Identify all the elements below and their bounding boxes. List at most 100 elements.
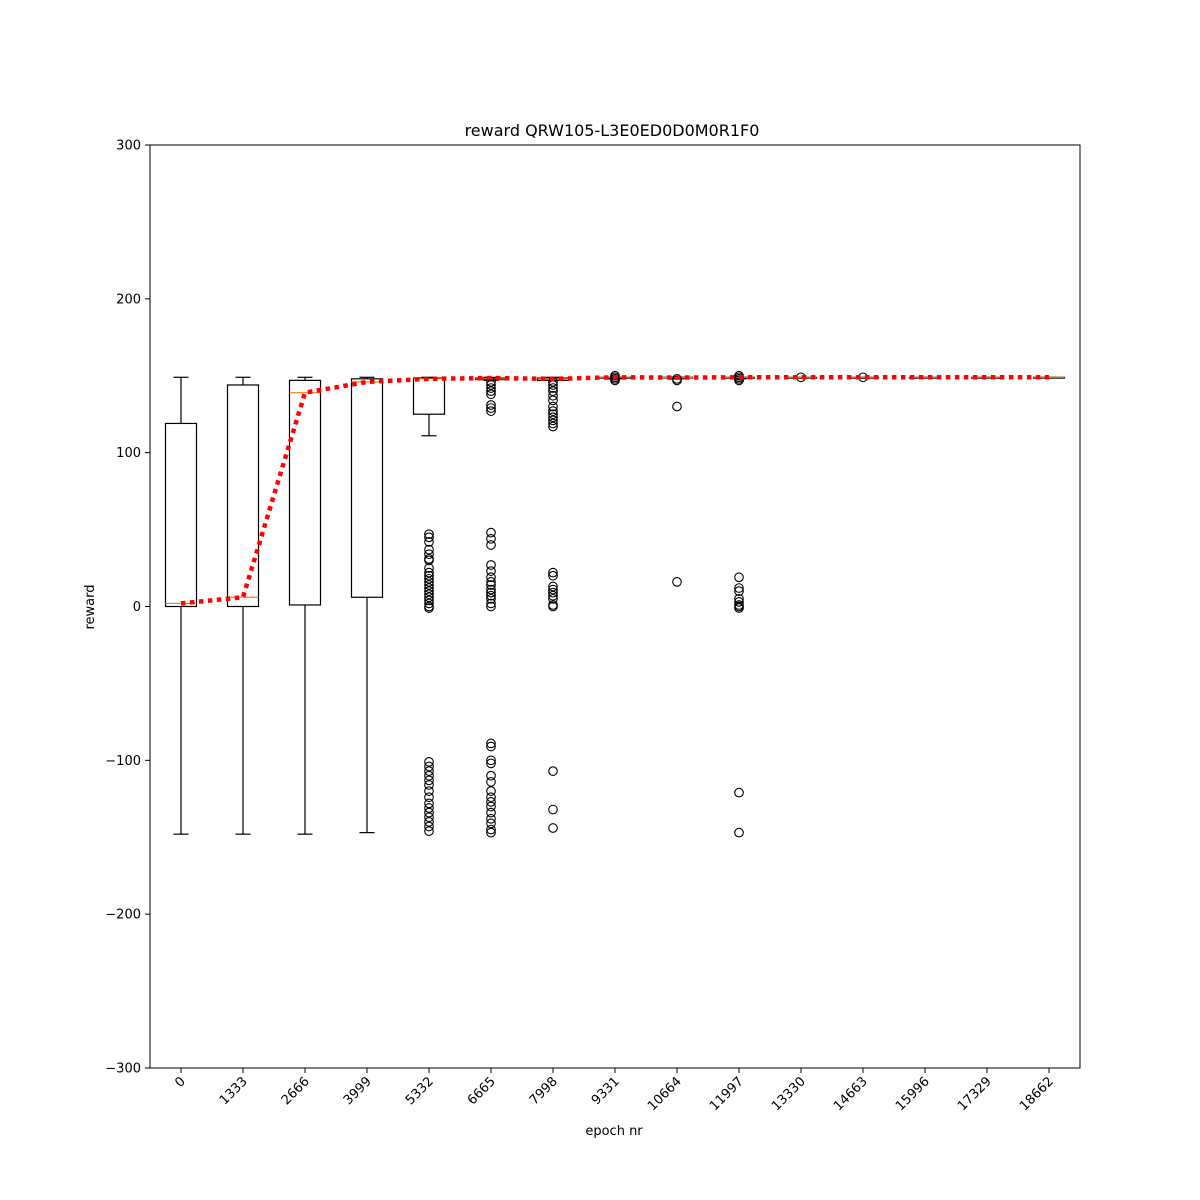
x-tick-label: 9331 [589, 1074, 623, 1108]
x-tick-label: 17329 [955, 1074, 995, 1114]
outlier-point [424, 817, 434, 827]
outlier-point [486, 386, 496, 396]
outlier-point [486, 560, 496, 570]
outlier-point [548, 421, 558, 432]
outlier-point [424, 583, 434, 593]
outlier-point [424, 803, 434, 813]
x-tick-label: 5332 [403, 1074, 437, 1108]
outlier-point [424, 567, 434, 578]
outlier-point [548, 415, 558, 426]
y-tick-label: 300 [116, 139, 141, 154]
outlier-point [548, 412, 558, 423]
outlier-point [548, 567, 558, 578]
x-tick-label: 3999 [341, 1074, 375, 1108]
outlier-point [548, 401, 558, 412]
outlier-point [424, 555, 434, 566]
outlier-point [424, 826, 434, 836]
outlier-point [486, 824, 496, 835]
y-tick-label: −100 [105, 754, 141, 769]
outlier-point [486, 770, 496, 781]
outlier-point [672, 401, 682, 412]
outlier-point [548, 584, 558, 595]
plot-area: −300 −200 −100 0 100 200 300 0 1333 2666 3999 5332 6… [105, 139, 1081, 1114]
outlier-point [486, 792, 496, 803]
outlier-point [734, 572, 744, 583]
outlier-point [424, 570, 434, 581]
outlier-point [486, 738, 496, 749]
outlier-point [424, 532, 434, 543]
y-axis-label: reward [83, 584, 98, 629]
outlier-point [486, 587, 496, 598]
outlier-point [424, 798, 434, 809]
outlier-point [734, 597, 744, 607]
outlier-point [486, 813, 496, 824]
outlier-point [734, 586, 744, 596]
x-tick-label: 0 [172, 1074, 188, 1090]
outlier-point [486, 777, 496, 787]
x-tick-label: 13330 [769, 1074, 809, 1114]
outlier-point [486, 383, 496, 393]
outlier-point [486, 741, 496, 752]
outlier-point [548, 823, 558, 833]
outlier-point [486, 807, 496, 818]
outlier-point [486, 590, 496, 601]
outlier-point [424, 589, 434, 600]
y-tick-label: 200 [116, 292, 141, 307]
outlier-point [424, 577, 434, 587]
outlier-point [424, 786, 434, 796]
outlier-point [424, 780, 434, 790]
plot-frame [149, 144, 1081, 1069]
x-axis-label: epoch nr [585, 1124, 643, 1139]
outlier-point [548, 581, 558, 592]
outlier-point [548, 390, 558, 401]
outlier-point [424, 595, 434, 606]
outlier-point [424, 598, 434, 609]
outlier-point [548, 587, 558, 598]
outlier-point [548, 386, 558, 396]
outlier-point [424, 580, 434, 590]
outlier-point [548, 590, 558, 601]
outlier-point [424, 586, 434, 596]
outlier-point [734, 593, 744, 604]
outlier-point [486, 389, 496, 400]
x-tick-label: 1333 [217, 1074, 251, 1108]
outlier-point [424, 812, 434, 823]
outlier-point [424, 761, 434, 772]
outlier-point [486, 797, 496, 807]
outlier-point [548, 409, 558, 420]
outlier-point [486, 540, 496, 550]
outlier-point [424, 766, 434, 776]
x-tick-label: 11997 [707, 1074, 747, 1114]
outlier-point [424, 549, 434, 560]
trend-line [180, 375, 1049, 606]
outlier-point [548, 418, 558, 429]
outlier-point [424, 537, 434, 547]
y-tick-label: −300 [105, 1062, 141, 1077]
outlier-point [424, 775, 434, 786]
outlier-point [548, 593, 558, 604]
outlier-point [486, 527, 496, 538]
outlier-point [424, 792, 434, 803]
outlier-point [486, 827, 496, 838]
outlier-point [734, 827, 744, 838]
outlier-point [424, 529, 434, 540]
outlier-point [424, 592, 434, 603]
outlier-point [424, 544, 434, 555]
box [226, 384, 260, 608]
outlier-point [486, 580, 496, 590]
outlier-point [424, 770, 434, 781]
outlier-point [486, 577, 496, 587]
y-tick-label: 0 [133, 600, 141, 615]
outlier-point [672, 577, 682, 587]
outlier-point [486, 403, 496, 413]
outlier-point [548, 406, 558, 416]
x-tick-label: 18662 [1017, 1074, 1057, 1114]
outlier-point [548, 570, 558, 581]
x-tick-label: 14663 [831, 1074, 871, 1114]
outlier-point [734, 787, 744, 798]
outlier-point [486, 593, 496, 604]
x-tick-label: 6665 [465, 1074, 499, 1108]
outlier-point [486, 584, 496, 595]
outlier-point [424, 603, 434, 613]
